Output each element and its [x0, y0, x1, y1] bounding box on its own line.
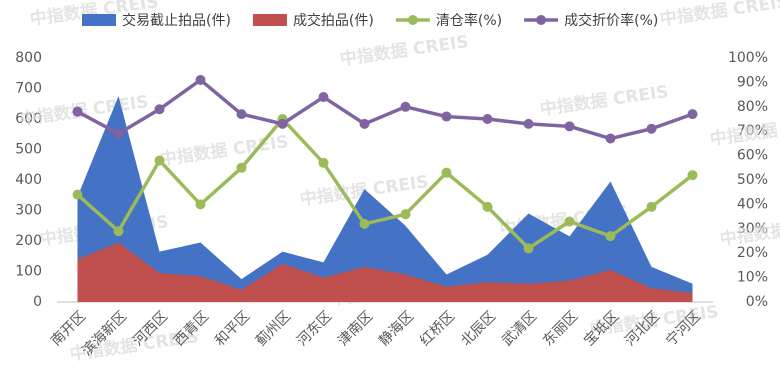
- watermark: 中指数据 CREIS: [538, 81, 669, 120]
- watermark: 中指数据 CREIS: [658, 0, 780, 30]
- point: [564, 121, 575, 132]
- y2-tick-label: 10%: [737, 270, 768, 286]
- point: [113, 128, 124, 139]
- legend-label: 交易截止拍品(件): [122, 12, 231, 29]
- point: [318, 92, 329, 103]
- legend-label: 成交拍品(件): [293, 12, 374, 29]
- y-tick-label: 500: [15, 142, 42, 158]
- x-tick-label: 武清区: [499, 308, 540, 349]
- point: [154, 104, 165, 115]
- legend-swatch: [407, 15, 418, 25]
- point: [113, 226, 124, 237]
- point: [400, 209, 411, 220]
- y2-tick-label: 80%: [737, 99, 768, 115]
- point: [359, 218, 370, 229]
- x-tick-label: 河东区: [294, 308, 335, 349]
- line: [76, 78, 694, 141]
- y-tick-label: 800: [15, 50, 42, 66]
- point: [441, 167, 452, 178]
- y2-tick-label: 60%: [737, 148, 768, 164]
- y-tick-label: 100: [15, 264, 42, 280]
- point: [72, 189, 83, 200]
- point: [605, 231, 616, 242]
- y2-tick-label: 90%: [737, 74, 768, 90]
- legend-label: 成交折价率(%): [564, 12, 658, 29]
- point: [687, 109, 698, 120]
- point: [400, 101, 411, 112]
- y2-tick-label: 40%: [737, 196, 768, 212]
- point: [195, 199, 206, 210]
- x-tick-label: 红桥区: [417, 308, 458, 349]
- legend-label: 清仓率(%): [436, 12, 502, 29]
- point: [523, 243, 534, 254]
- line: [76, 117, 694, 251]
- point: [195, 74, 206, 85]
- legend-swatch: [252, 14, 287, 26]
- point: [523, 118, 534, 129]
- watermark: 中指数据 CREIS: [158, 131, 289, 170]
- watermark: 中指数据 CREIS: [708, 111, 780, 150]
- x-tick-label: 蓟州区: [253, 308, 294, 349]
- y-tick-label: 200: [15, 233, 42, 249]
- watermark: 中指数据 CREIS: [338, 31, 469, 70]
- x-tick-label: 北辰区: [458, 308, 499, 349]
- point: [482, 114, 493, 124]
- y2-tick-label: 100%: [728, 50, 768, 66]
- y-tick-label: 300: [15, 203, 42, 219]
- area: [77, 242, 693, 302]
- point: [236, 162, 247, 173]
- point: [646, 201, 657, 212]
- x-tick-label: 和平区: [212, 308, 253, 349]
- point: [605, 133, 616, 144]
- point: [646, 123, 657, 134]
- y2-tick-label: 20%: [737, 245, 768, 261]
- area: [77, 96, 693, 302]
- x-tick-label: 津南区: [335, 308, 376, 349]
- y-tick-label: 0: [33, 294, 42, 310]
- watermark: 中指数据 CREIS: [18, 91, 149, 130]
- point: [277, 118, 288, 129]
- y2-tick-label: 70%: [737, 123, 768, 139]
- point: [359, 118, 370, 129]
- point: [72, 106, 83, 117]
- x-tick-label: 东丽区: [540, 308, 581, 349]
- point: [236, 109, 247, 120]
- x-tick-label: 静海区: [376, 308, 417, 349]
- y-tick-label: 600: [15, 111, 42, 127]
- watermark: 中指数据 CREIS: [718, 211, 780, 250]
- point: [564, 216, 575, 227]
- point: [154, 155, 165, 166]
- point: [482, 201, 493, 212]
- legend-swatch: [536, 15, 547, 25]
- y2-tick-label: 30%: [737, 221, 768, 237]
- point: [441, 111, 452, 122]
- y-tick-label: 700: [15, 81, 42, 97]
- y2-tick-label: 0%: [746, 294, 768, 310]
- point: [687, 170, 698, 181]
- y-tick-label: 400: [15, 172, 42, 188]
- point: [318, 157, 329, 168]
- y2-tick-label: 50%: [737, 172, 768, 188]
- legend-swatch: [82, 14, 116, 26]
